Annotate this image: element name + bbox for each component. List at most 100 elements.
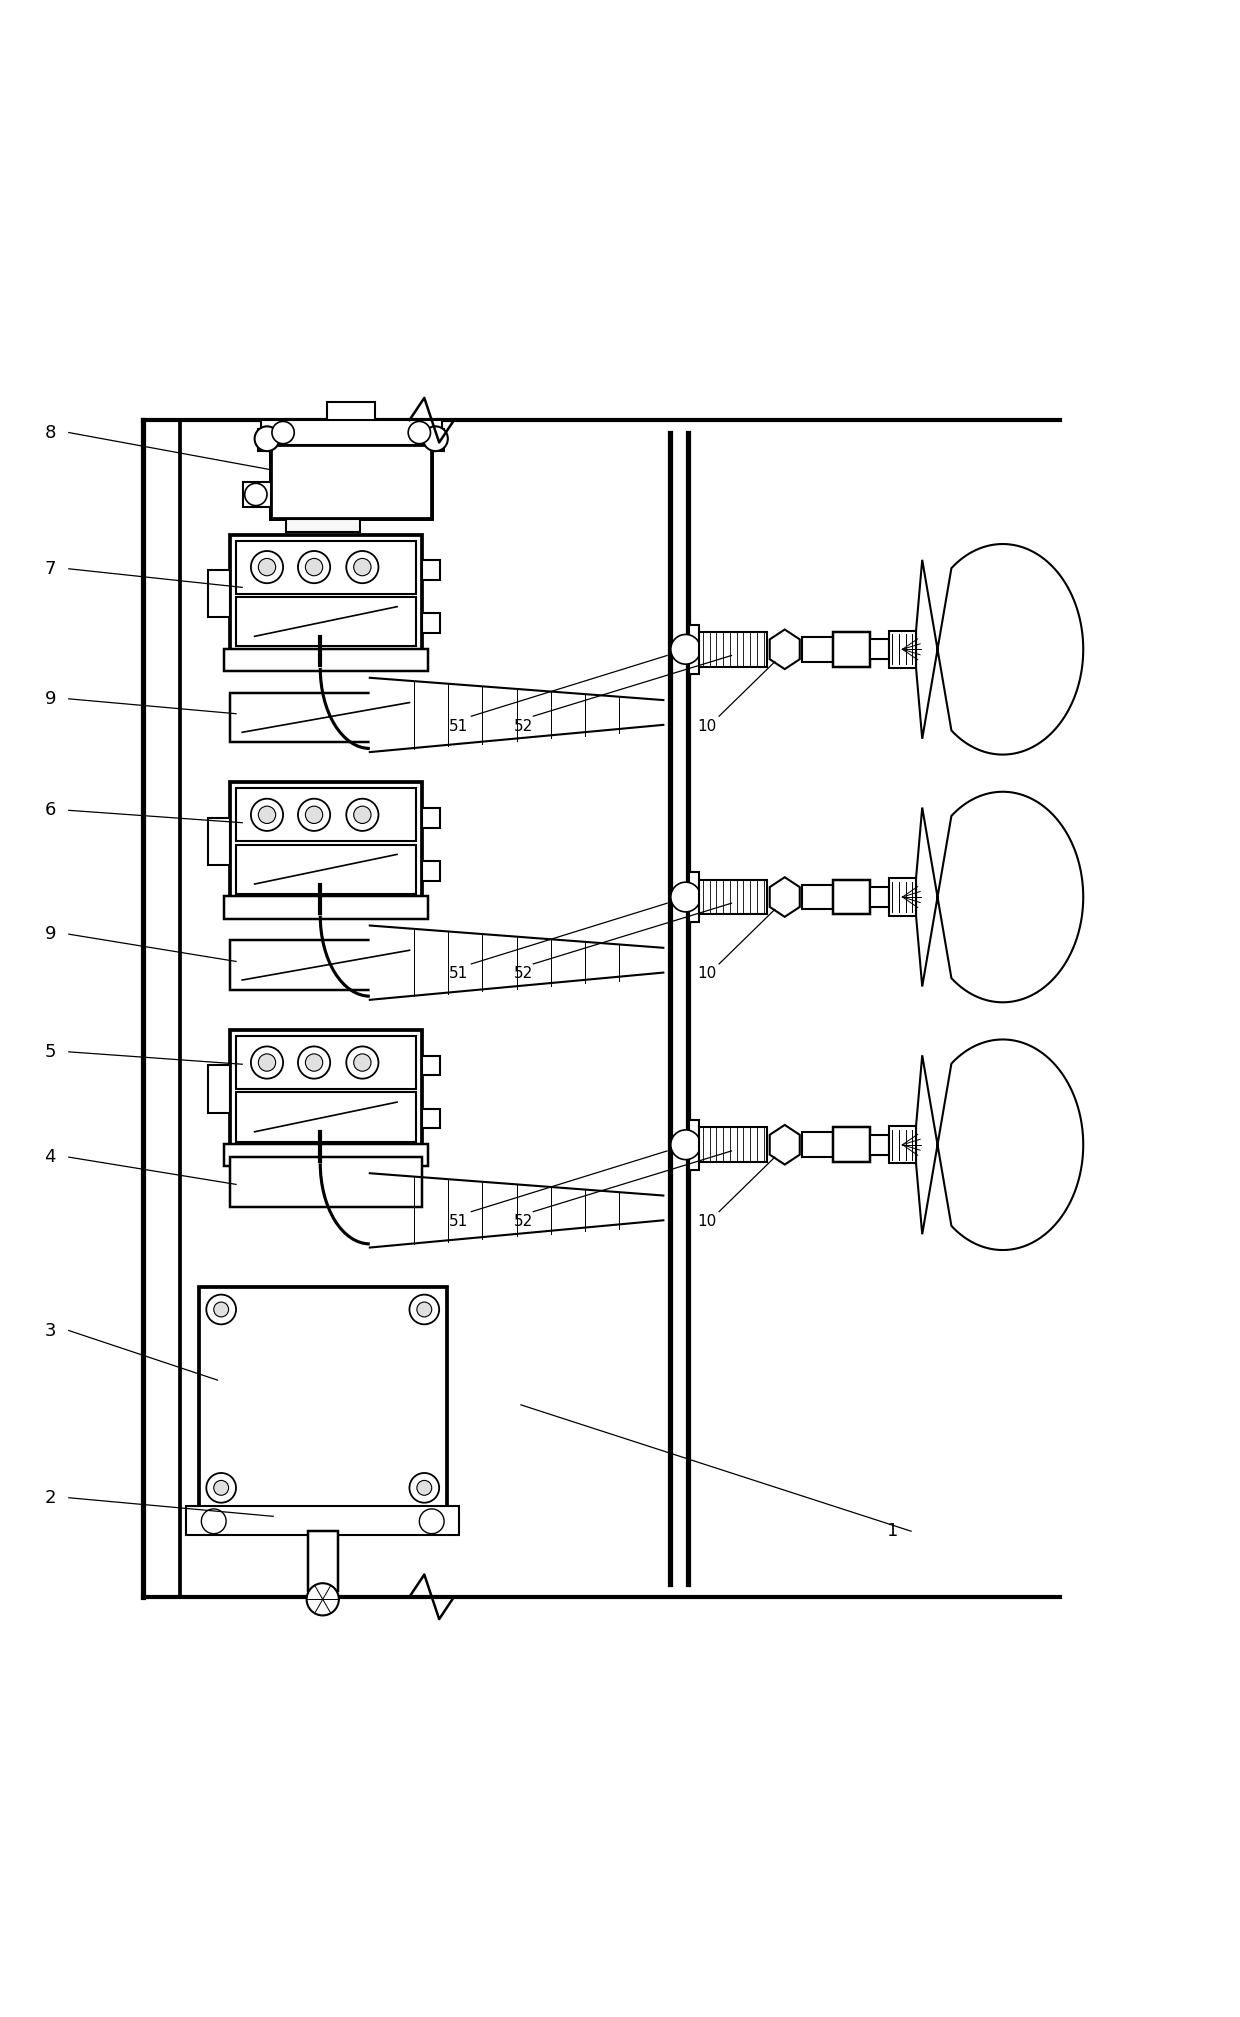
Bar: [889, 1125, 916, 1164]
Bar: [236, 541, 415, 593]
Bar: [833, 879, 870, 914]
Text: 51: 51: [449, 1214, 469, 1228]
Circle shape: [417, 1303, 432, 1317]
Circle shape: [305, 807, 322, 823]
Bar: [258, 430, 444, 452]
Circle shape: [298, 799, 330, 831]
Bar: [236, 597, 415, 645]
Bar: [223, 649, 428, 672]
Circle shape: [250, 551, 283, 583]
Bar: [802, 885, 833, 910]
Circle shape: [272, 422, 294, 444]
Bar: [422, 1055, 440, 1075]
Bar: [207, 571, 229, 617]
Text: 51: 51: [449, 966, 469, 982]
Bar: [223, 1144, 428, 1166]
Bar: [236, 789, 415, 841]
Circle shape: [419, 1509, 444, 1533]
Circle shape: [353, 1053, 371, 1071]
Text: 7: 7: [45, 561, 56, 577]
Bar: [236, 845, 415, 894]
Circle shape: [213, 1303, 228, 1317]
Bar: [422, 561, 440, 581]
Circle shape: [423, 426, 448, 452]
Text: 8: 8: [45, 424, 56, 442]
Circle shape: [305, 1053, 322, 1071]
Circle shape: [250, 799, 283, 831]
Polygon shape: [770, 1125, 800, 1164]
Circle shape: [306, 1583, 339, 1616]
Circle shape: [244, 484, 267, 506]
Bar: [270, 446, 432, 518]
Circle shape: [206, 1295, 236, 1325]
Bar: [229, 940, 422, 990]
Bar: [243, 482, 270, 506]
Circle shape: [346, 1047, 378, 1079]
Bar: [308, 1531, 337, 1591]
Bar: [236, 1037, 415, 1089]
Polygon shape: [916, 545, 1084, 754]
Text: 10: 10: [697, 1214, 717, 1228]
Circle shape: [409, 1295, 439, 1325]
Circle shape: [305, 559, 322, 575]
Bar: [270, 446, 432, 518]
Bar: [223, 896, 428, 918]
Text: 3: 3: [45, 1321, 56, 1339]
Bar: [422, 613, 440, 633]
Text: 5: 5: [45, 1043, 56, 1061]
Text: 52: 52: [513, 718, 533, 734]
Circle shape: [353, 559, 371, 575]
Bar: [870, 887, 889, 908]
Bar: [889, 631, 916, 668]
Bar: [207, 1065, 229, 1113]
Bar: [207, 817, 229, 865]
Circle shape: [258, 559, 275, 575]
Bar: [422, 1109, 440, 1128]
Circle shape: [254, 426, 279, 452]
Bar: [889, 879, 916, 916]
Text: 6: 6: [45, 801, 56, 819]
Text: 51: 51: [449, 718, 469, 734]
Bar: [870, 639, 889, 660]
Circle shape: [346, 799, 378, 831]
Bar: [802, 1132, 833, 1158]
Circle shape: [671, 635, 701, 664]
Bar: [229, 692, 422, 742]
Bar: [236, 1093, 415, 1142]
Bar: [833, 631, 870, 668]
Text: 2: 2: [45, 1489, 56, 1507]
Bar: [833, 1128, 870, 1162]
Bar: [229, 535, 422, 651]
Circle shape: [258, 807, 275, 823]
Bar: [285, 518, 360, 532]
Circle shape: [671, 1130, 701, 1160]
Circle shape: [346, 551, 378, 583]
Bar: [689, 1119, 699, 1170]
Polygon shape: [916, 1039, 1084, 1251]
Polygon shape: [916, 793, 1084, 1002]
Text: 52: 52: [513, 966, 533, 982]
Circle shape: [250, 1047, 283, 1079]
Text: 9: 9: [45, 926, 56, 944]
Polygon shape: [770, 877, 800, 918]
Bar: [229, 1031, 422, 1148]
Circle shape: [298, 551, 330, 583]
Circle shape: [353, 807, 371, 823]
Circle shape: [409, 1472, 439, 1503]
Circle shape: [258, 1053, 275, 1071]
Bar: [229, 1158, 422, 1206]
Bar: [870, 1136, 889, 1154]
Circle shape: [201, 1509, 226, 1533]
Bar: [327, 401, 376, 426]
Bar: [689, 871, 699, 922]
Bar: [699, 1128, 768, 1162]
Bar: [198, 1287, 446, 1511]
Bar: [229, 783, 422, 900]
Bar: [802, 637, 833, 662]
Circle shape: [298, 1047, 330, 1079]
Circle shape: [213, 1480, 228, 1495]
Text: 52: 52: [513, 1214, 533, 1228]
Text: 10: 10: [697, 966, 717, 982]
Bar: [699, 879, 768, 914]
Bar: [260, 420, 441, 446]
